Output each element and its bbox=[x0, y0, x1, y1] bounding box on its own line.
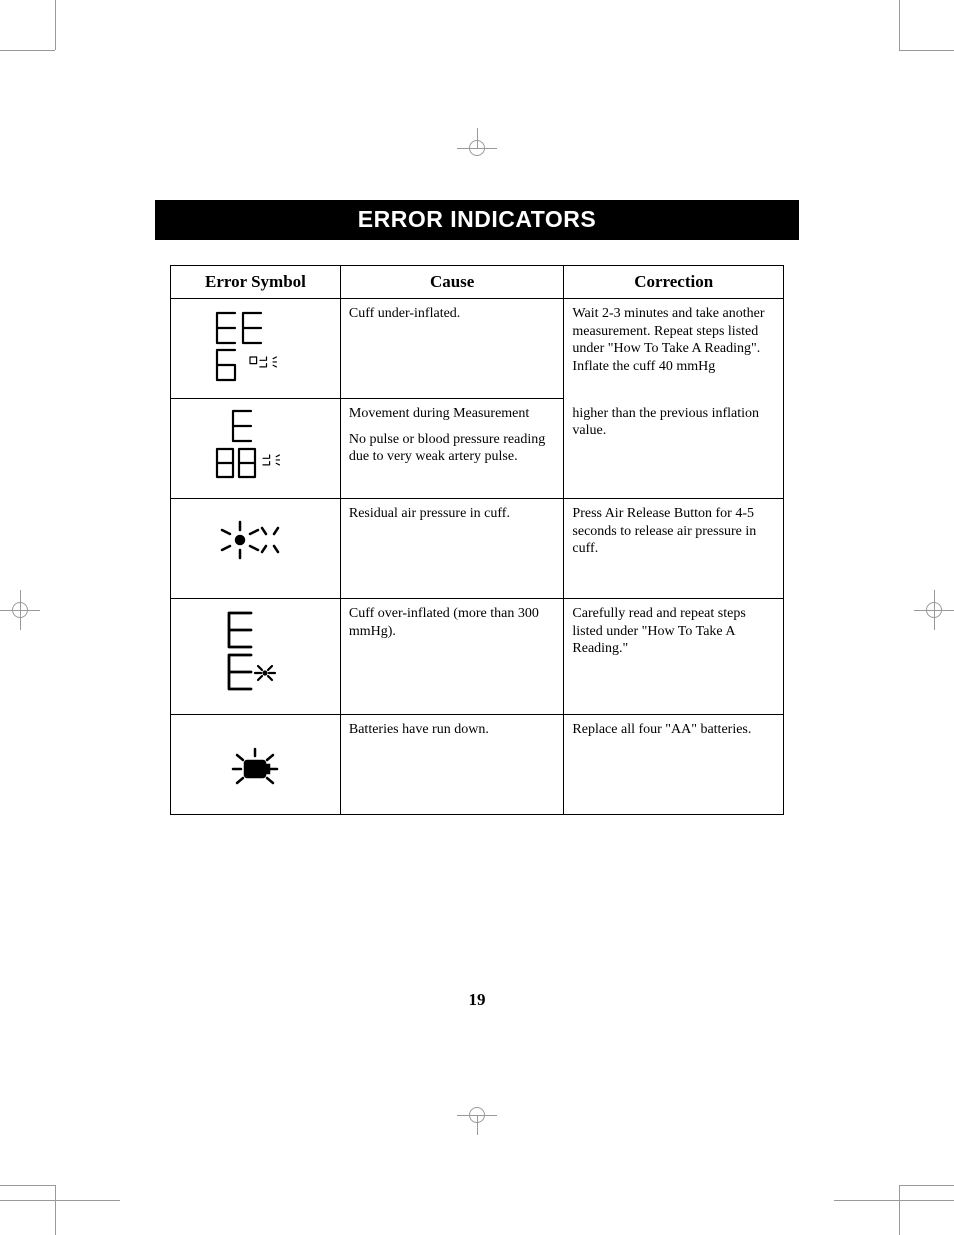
error-indicators-table: Error Symbol Cause Correction bbox=[170, 265, 784, 815]
error-symbol-ee bbox=[171, 599, 341, 715]
correction-cell: Carefully read and repeat steps listed u… bbox=[564, 599, 784, 715]
error-symbol-ee6 bbox=[171, 299, 341, 399]
trim-line bbox=[834, 1200, 954, 1201]
trim-line bbox=[899, 0, 900, 50]
correction-cell: Press Air Release Button for 4-5 seconds… bbox=[564, 499, 784, 599]
col-header-correction: Correction bbox=[564, 266, 784, 299]
error-symbol-battery bbox=[171, 715, 341, 815]
table-row: Movement during Measurement No pulse or … bbox=[171, 399, 784, 499]
table-header-row: Error Symbol Cause Correction bbox=[171, 266, 784, 299]
error-symbol-e88 bbox=[171, 399, 341, 499]
table-row: Cuff over-inflated (more than 300 mmHg).… bbox=[171, 599, 784, 715]
crop-mark-right bbox=[914, 590, 954, 630]
crop-mark-bottom bbox=[457, 1095, 497, 1135]
cause-text-a: Movement during Measurement bbox=[349, 405, 556, 423]
cause-cell: Movement during Measurement No pulse or … bbox=[340, 399, 564, 499]
trim-line bbox=[0, 50, 55, 51]
cause-cell: Cuff over-inflated (more than 300 mmHg). bbox=[340, 599, 564, 715]
section-header: ERROR INDICATORS bbox=[155, 200, 799, 240]
trim-line bbox=[899, 50, 954, 51]
error-symbol-residual bbox=[171, 499, 341, 599]
pressure-icon bbox=[195, 505, 315, 575]
correction-cell: higher than the previous inflation value… bbox=[564, 399, 784, 499]
trim-line bbox=[0, 1200, 120, 1201]
cause-cell: Cuff under-inflated. bbox=[340, 299, 564, 399]
trim-line bbox=[899, 1185, 954, 1186]
cause-text-b: No pulse or blood pressure reading due t… bbox=[349, 431, 556, 466]
crop-mark-left bbox=[0, 590, 40, 630]
battery-icon bbox=[195, 721, 315, 797]
correction-cell: Wait 2-3 minutes and take another measur… bbox=[564, 299, 784, 399]
page-number: 19 bbox=[0, 990, 954, 1010]
col-header-cause: Cause bbox=[340, 266, 564, 299]
trim-line bbox=[899, 1185, 900, 1235]
trim-line bbox=[55, 1185, 56, 1235]
table-row: Batteries have run down. Replace all fou… bbox=[171, 715, 784, 815]
table-row: Residual air pressure in cuff. Press Air… bbox=[171, 499, 784, 599]
cause-cell: Residual air pressure in cuff. bbox=[340, 499, 564, 599]
seven-segment-icon bbox=[195, 405, 315, 489]
col-header-symbol: Error Symbol bbox=[171, 266, 341, 299]
page-content: ERROR INDICATORS Error Symbol Cause Corr… bbox=[155, 200, 799, 815]
seven-segment-icon bbox=[195, 605, 315, 701]
trim-line bbox=[0, 1185, 55, 1186]
seven-segment-icon bbox=[195, 305, 315, 385]
trim-line bbox=[55, 0, 56, 50]
correction-cell: Replace all four "AA" batteries. bbox=[564, 715, 784, 815]
cause-cell: Batteries have run down. bbox=[340, 715, 564, 815]
table-row: Cuff under-inflated. Wait 2-3 minutes an… bbox=[171, 299, 784, 399]
crop-mark-top bbox=[457, 128, 497, 168]
